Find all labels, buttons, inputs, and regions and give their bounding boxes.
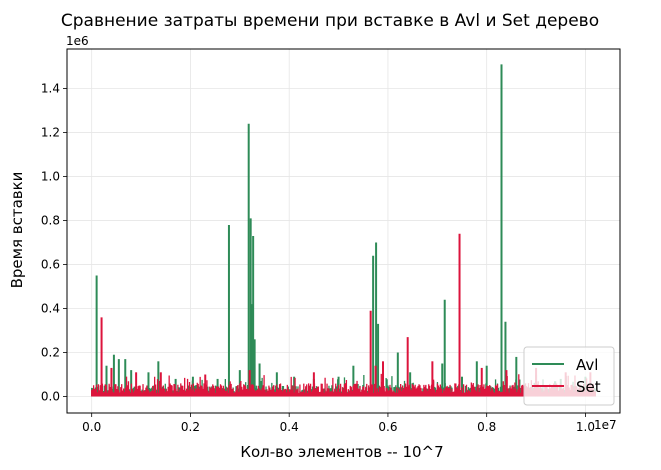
y-tick-label: 1.0 [41,170,60,184]
x-tick-label: 1.0 [576,420,595,434]
legend-label: Set [576,378,601,396]
x-tick-label: 0.0 [82,420,101,434]
series-layer [91,64,596,397]
x-tick-label: 0.4 [280,420,299,434]
y-tick-label: 0.8 [41,214,60,228]
grid [67,49,620,413]
legend-box [523,346,615,406]
series-avl [91,64,596,397]
y-tick-label: 0.0 [41,390,60,404]
axes-frame [66,48,621,414]
x-tick-label: 0.6 [378,420,397,434]
ticks: 0.0 0.2 0.4 0.6 0.8 1.0 0.0 0.2 0.4 0.6 0.8 1.0 1.2 1… [41,82,595,434]
y-offset-label: 1e6 [66,34,89,48]
legend-label: Avl [576,356,598,374]
x-tick-label: 0.8 [477,420,496,434]
y-tick-label: 1.2 [41,126,60,140]
x-offset-label: 1e7 [594,418,617,432]
y-tick-label: 1.4 [41,82,60,96]
y-tick-label: 0.6 [41,258,60,272]
y-tick-label: 0.2 [41,346,60,360]
legend: Avl Set [523,346,615,406]
chart-title: Сравнение затраты времени при вставке в … [61,11,599,31]
y-axis-label: Время вставки [8,172,26,289]
x-tick-label: 0.2 [181,420,200,434]
y-tick-label: 0.4 [41,302,60,316]
series-set [91,233,596,397]
x-axis-label: Кол-во элементов -- 10^7 [240,443,443,461]
